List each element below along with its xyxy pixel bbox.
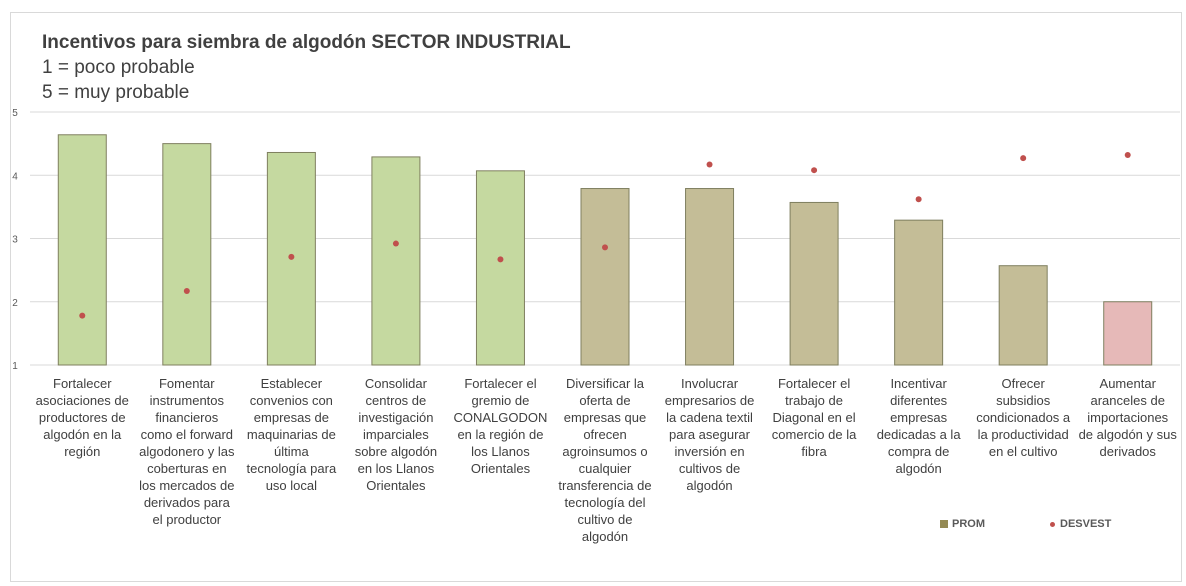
y-tick-label: 3 (12, 235, 18, 246)
y-tick-label: 1 (12, 361, 18, 372)
bar-prom (57, 134, 107, 366)
point-desvest (79, 312, 86, 319)
bar-prom (162, 143, 212, 366)
bar-prom (685, 188, 735, 366)
legend-swatch-desvest (1050, 521, 1055, 527)
point-desvest (706, 161, 713, 168)
point-desvest (811, 167, 818, 174)
chart-subtitle-line-2: 5 = muy probable (42, 82, 190, 103)
y-tick-label: 5 (12, 108, 18, 119)
point-desvest (497, 256, 504, 263)
point-desvest (288, 253, 295, 260)
point-desvest (915, 196, 922, 203)
x-tick-label: Establecer convenios con empresas de maquin… (246, 376, 337, 493)
bar-prom (894, 219, 944, 366)
point-desvest (183, 287, 190, 294)
bar-prom (475, 170, 525, 366)
chart-subtitle-line-1: 1 = poco probable (42, 57, 195, 78)
legend-label-prom: PROM (952, 518, 985, 530)
x-tick-label: Aumentar aranceles de importaciones de algo… (1078, 376, 1177, 459)
x-tick-label: Fomentar instrumentos financieros como el f… (139, 376, 235, 527)
x-tick-label: Fortalecer el gremio de CONALGODON en la re… (453, 376, 548, 476)
point-desvest (1124, 152, 1131, 159)
point-desvest (1020, 155, 1027, 162)
x-tick-label: Diversificar la oferta de empresas que ofre… (558, 376, 652, 544)
title-block: Incentivos para siembra de algodón SECTO… (42, 30, 571, 105)
point-desvest (602, 244, 608, 251)
bar-prom (580, 188, 630, 366)
bar-prom (371, 156, 421, 366)
bar-prom (1103, 301, 1153, 366)
legend-item-prom: PROM (940, 518, 985, 530)
legend-swatch-prom (940, 520, 948, 529)
bar-prom (998, 265, 1048, 366)
bar-prom (789, 201, 839, 366)
legend-label-desvest: DESVEST (1060, 518, 1112, 530)
y-tick-label: 2 (12, 298, 18, 309)
legend-item-desvest: DESVEST (1050, 518, 1111, 530)
x-tick-label: Incentivar diferentes empresas dedicadas a … (876, 376, 961, 476)
x-tick-label: Involucrar empresarios de la cadena textil… (664, 376, 755, 493)
y-tick-label: 4 (12, 171, 18, 182)
x-tick-label: Ofrecer subsidios condicionados a la produc… (976, 376, 1071, 459)
x-tick-label: Fortalecer el trabajo de Diagonal en el com… (771, 376, 857, 459)
chart-title: Incentivos para siembra de algodón SECTO… (42, 32, 571, 53)
point-desvest (392, 240, 399, 247)
x-tick-label: Consolidar centros de investigación imparci… (354, 376, 438, 493)
x-tick-label: Fortalecer asociaciones de productores de a… (35, 376, 129, 459)
